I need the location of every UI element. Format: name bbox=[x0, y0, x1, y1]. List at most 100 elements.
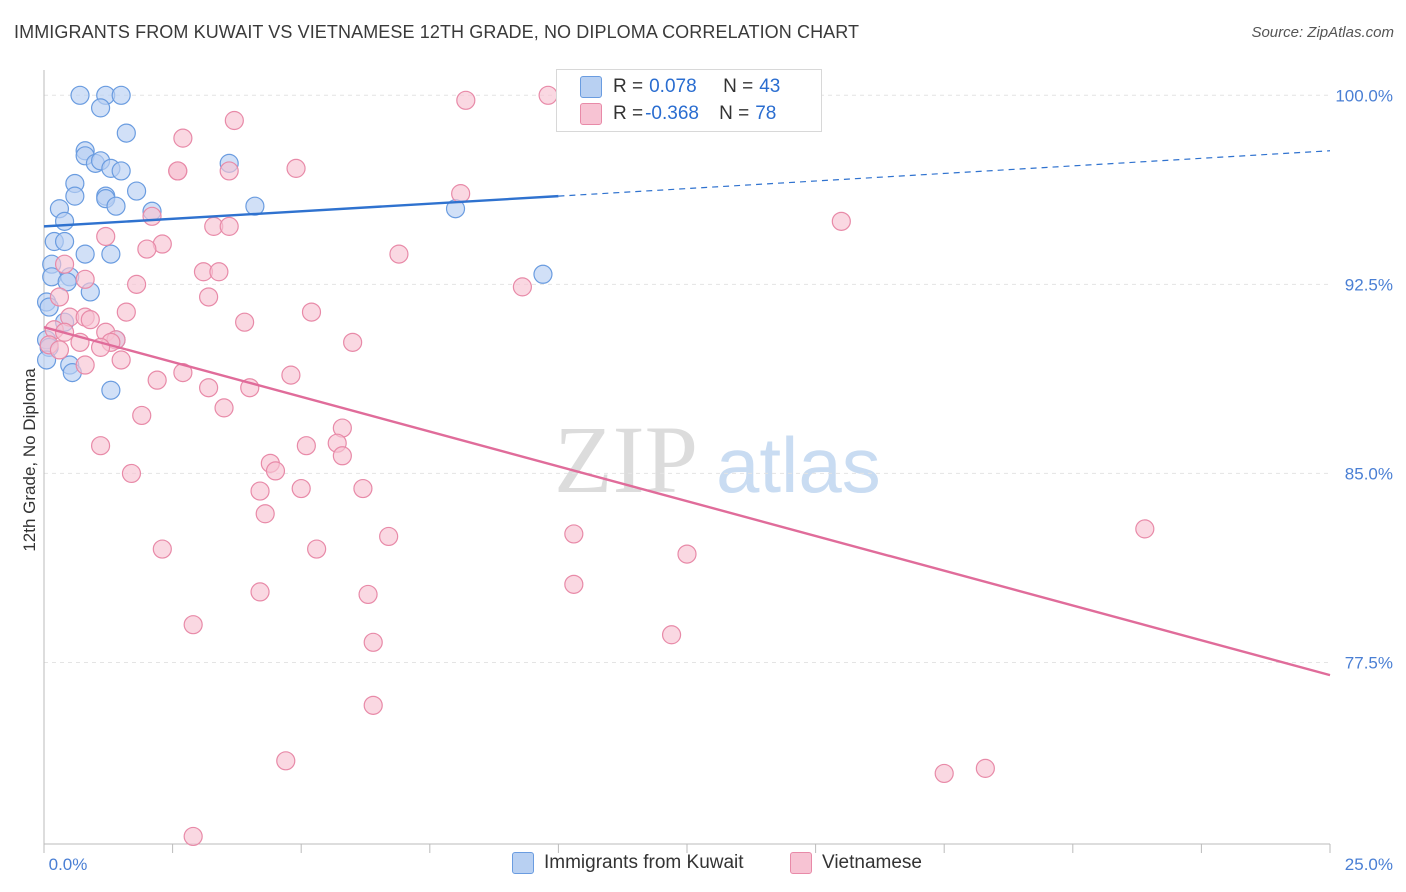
vietnamese-point bbox=[173, 128, 193, 148]
vietnamese-point bbox=[255, 504, 275, 524]
bottom-legend-swatch-kuwait bbox=[512, 852, 534, 874]
series-vietnamese bbox=[39, 85, 1155, 847]
vietnamese-point bbox=[353, 478, 373, 499]
kuwait-point bbox=[116, 123, 136, 143]
vietnamese-point bbox=[224, 110, 244, 131]
chart-title: IMMIGRANTS FROM KUWAIT VS VIETNAMESE 12T… bbox=[14, 22, 860, 42]
vietnamese-point bbox=[677, 544, 697, 564]
x-tick-label: 0.0% bbox=[49, 855, 88, 874]
kuwait-point bbox=[75, 244, 95, 264]
legend-r-value: -0.368 bbox=[645, 103, 699, 124]
vietnamese-point bbox=[126, 274, 147, 294]
kuwait-point bbox=[101, 380, 121, 400]
source-label: Source: ZipAtlas.com bbox=[1251, 24, 1394, 41]
vietnamese-point bbox=[80, 310, 100, 330]
vietnamese-point bbox=[183, 826, 203, 847]
kuwait-point bbox=[533, 264, 553, 284]
kuwait-trend-extension bbox=[558, 150, 1331, 197]
legend-r-label: R = bbox=[613, 103, 644, 124]
legend-row-vietnamese: R = -0.368 N = 78 bbox=[580, 102, 777, 126]
vietnamese-point bbox=[564, 574, 584, 594]
kuwait-point bbox=[126, 181, 147, 201]
vietnamese-point bbox=[389, 244, 409, 264]
vietnamese-point bbox=[363, 695, 383, 715]
vietnamese-point bbox=[209, 262, 229, 282]
bottom-legend-kuwait: Immigrants from Kuwait bbox=[512, 852, 744, 874]
x-tick-label: 25.0% bbox=[1345, 855, 1393, 874]
vietnamese-point bbox=[147, 370, 167, 390]
vietnamese-point bbox=[90, 436, 111, 456]
vietnamese-point bbox=[301, 302, 322, 322]
legend-n-label: N = bbox=[723, 76, 754, 97]
vietnamese-trend-line bbox=[43, 326, 1331, 677]
vietnamese-point bbox=[296, 436, 316, 456]
vietnamese-point bbox=[75, 269, 95, 289]
bottom-legend-swatch-vietnamese bbox=[790, 852, 812, 874]
vietnamese-point bbox=[661, 625, 682, 645]
watermark-zip: ZIP bbox=[554, 406, 698, 513]
vietnamese-point bbox=[199, 287, 219, 307]
legend-n-value: 78 bbox=[755, 103, 777, 124]
vietnamese-point bbox=[451, 184, 471, 204]
legend-swatch-vietnamese bbox=[580, 103, 602, 125]
legend-box: R = 0.078 N = 43 R = -0.368 N = 78 bbox=[556, 69, 822, 132]
watermark-atlas: atlas bbox=[716, 421, 881, 509]
y-tick-label: 77.5% bbox=[1345, 653, 1393, 672]
vietnamese-point bbox=[291, 478, 311, 499]
vietnamese-point bbox=[152, 539, 172, 559]
vietnamese-point bbox=[831, 211, 851, 231]
legend-row-kuwait: R = 0.078 N = 43 bbox=[580, 75, 781, 99]
kuwait-point bbox=[111, 85, 131, 105]
vietnamese-point bbox=[54, 254, 75, 274]
series-kuwait bbox=[36, 85, 553, 400]
vietnamese-point bbox=[358, 584, 378, 605]
vietnamese-point bbox=[142, 206, 162, 226]
kuwait-point bbox=[245, 196, 265, 216]
vietnamese-point bbox=[250, 582, 270, 602]
vietnamese-point bbox=[265, 461, 286, 481]
bottom-legend-vietnamese: Vietnamese bbox=[790, 852, 922, 874]
kuwait-point bbox=[106, 196, 126, 216]
y-tick-label: 85.0% bbox=[1345, 464, 1393, 483]
vietnamese-point bbox=[934, 763, 954, 784]
vietnamese-point bbox=[137, 239, 157, 259]
vietnamese-point bbox=[132, 405, 152, 426]
legend-n-value: 43 bbox=[759, 76, 781, 97]
vietnamese-point bbox=[168, 161, 188, 181]
vietnamese-point bbox=[219, 161, 239, 181]
kuwait-point bbox=[90, 98, 111, 118]
vietnamese-point bbox=[214, 398, 234, 418]
vietnamese-point bbox=[199, 378, 219, 398]
kuwait-point bbox=[70, 85, 90, 105]
vietnamese-point bbox=[456, 90, 476, 110]
vietnamese-point bbox=[379, 526, 399, 547]
vietnamese-point bbox=[343, 332, 363, 352]
kuwait-point bbox=[54, 231, 75, 252]
vietnamese-point bbox=[276, 751, 296, 771]
legend-r-value: 0.078 bbox=[649, 76, 697, 97]
vietnamese-point bbox=[49, 287, 70, 307]
y-tick-label: 100.0% bbox=[1335, 86, 1393, 105]
vietnamese-point bbox=[121, 463, 142, 484]
vietnamese-point bbox=[116, 302, 136, 322]
vietnamese-point bbox=[250, 481, 270, 501]
vietnamese-point bbox=[75, 355, 95, 375]
legend-swatch-kuwait bbox=[580, 76, 602, 98]
vietnamese-point bbox=[49, 340, 70, 360]
legend-n-label: N = bbox=[719, 103, 750, 124]
vietnamese-point bbox=[286, 158, 306, 178]
vietnamese-point bbox=[307, 539, 327, 559]
bottom-legend-label-kuwait: Immigrants from Kuwait bbox=[544, 852, 744, 873]
kuwait-point bbox=[65, 186, 85, 206]
kuwait-point bbox=[111, 161, 131, 181]
kuwait-point bbox=[54, 211, 75, 231]
bottom-legend-label-vietnamese: Vietnamese bbox=[822, 852, 922, 873]
vietnamese-point bbox=[111, 350, 131, 370]
vietnamese-point bbox=[512, 277, 532, 297]
vietnamese-point bbox=[975, 758, 995, 778]
vietnamese-point bbox=[219, 216, 239, 236]
vietnamese-point bbox=[235, 312, 255, 332]
kuwait-trend-line bbox=[43, 194, 559, 228]
legend-r-label: R = bbox=[613, 76, 644, 97]
vietnamese-point bbox=[1135, 519, 1155, 539]
